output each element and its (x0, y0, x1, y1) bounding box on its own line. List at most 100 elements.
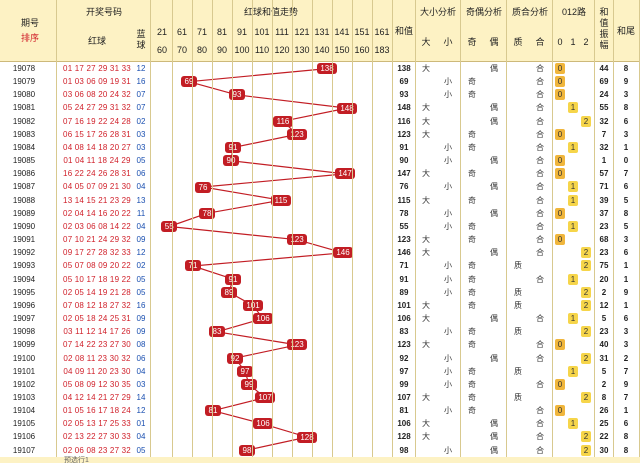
grid-line (392, 0, 393, 457)
table-row[interactable]: 19081 05 24 27 29 31 32 07 148 大 偶 合 1 55 8 (0, 101, 640, 115)
blue-ball: 06 (136, 169, 146, 179)
grid-line (552, 0, 553, 457)
blue-ball: 16 (136, 77, 146, 87)
table-row[interactable]: 19083 06 15 17 26 28 31 03 123 大 奇 合 0 7 3 (0, 127, 640, 141)
range-top-3: 81 (216, 27, 227, 37)
sum-value: 83 (399, 327, 409, 337)
road-mark: 1 (568, 220, 578, 232)
grid-line (460, 0, 461, 457)
amplitude-value: 71 (599, 182, 609, 192)
range-top-11: 161 (374, 27, 390, 37)
amplitude-value: 30 (599, 445, 609, 455)
road-mark: 0 (555, 378, 565, 390)
primecomp-mark: 合 (536, 248, 544, 258)
blue-ball: 03 (136, 129, 146, 139)
even-header: 偶 (489, 37, 499, 47)
table-row[interactable]: 19098 03 11 12 14 17 26 09 83 小 奇 质 2 23 3 (0, 325, 640, 339)
blue-ball: 04 (136, 366, 146, 376)
issue-number: 19105 (12, 419, 36, 429)
table-row[interactable]: 19095 02 05 14 19 21 28 05 89 小 奇 质 2 2 9 (0, 285, 640, 299)
amplitude-value: 20 (599, 274, 609, 284)
table-row[interactable]: 19093 05 07 08 09 20 22 02 71 小 奇 质 2 75 1 (0, 259, 640, 273)
table-row[interactable]: 19104 01 05 16 17 18 24 12 81 小 奇 合 0 26 1 (0, 404, 640, 418)
range-bottom-6: 120 (274, 45, 290, 55)
table-row[interactable]: 19092 09 17 27 28 32 33 12 146 大 偶 合 2 23 6 (0, 246, 640, 260)
sum-tail: 5 (623, 221, 629, 231)
table-row[interactable]: 19080 03 06 08 20 24 32 07 93 小 奇 合 0 24 3 (0, 88, 640, 102)
road-mark: 0 (555, 89, 565, 101)
red-balls: 07 08 12 18 27 32 (63, 300, 131, 310)
table-row[interactable]: 19107 02 06 08 23 27 32 05 98 小 偶 合 2 30 8 (0, 443, 640, 457)
road-mark: 1 (568, 418, 578, 430)
road-mark: 0 (555, 405, 565, 417)
table-row[interactable]: 19087 04 05 07 09 21 30 04 76 小 偶 合 1 71 6 (0, 180, 640, 194)
table-row[interactable]: 19091 07 10 21 24 29 32 09 123 大 奇 合 0 68 3 (0, 233, 640, 247)
oddeven-mark: 偶 (490, 116, 498, 126)
amplitude-value: 2 (601, 379, 607, 389)
table-row[interactable]: 19106 02 13 22 27 30 33 04 128 大偶合 2 22 8 (0, 430, 640, 444)
sum-ball: 78 (199, 207, 215, 219)
oddeven-mark: 偶 (490, 432, 498, 442)
draw-header: 开奖号码 (85, 7, 122, 17)
footer-label[interactable]: 预选行1 (64, 457, 89, 463)
amplitude-value: 32 (599, 142, 609, 152)
table-row[interactable]: 19099 07 14 22 23 27 30 08 123 大 奇 合 0 40 3 (0, 338, 640, 352)
red-balls: 02 05 13 17 25 33 (63, 419, 131, 429)
table-row[interactable]: 19096 07 08 12 18 27 32 16 101 大 奇 质 2 12 1 (0, 298, 640, 312)
blue-ball: 03 (136, 142, 146, 152)
red-balls: 02 03 06 08 14 22 (63, 221, 131, 231)
oddeven-mark: 奇 (468, 327, 476, 337)
table-row[interactable]: 19102 05 08 09 12 30 35 03 99 小 奇 合 0 2 9 (0, 377, 640, 391)
issue-number: 19081 (12, 103, 36, 113)
bigsmall-mark: 小 (444, 274, 452, 284)
road2-header: 2 (583, 37, 589, 47)
sum-tail: 3 (623, 340, 629, 350)
tail-header: 和尾 (616, 25, 635, 36)
oddeven-mark: 奇 (468, 340, 476, 350)
primecomp-mark: 质 (514, 261, 522, 271)
table-row[interactable]: 19090 02 03 06 08 14 22 04 55 小 奇 合 1 23 5 (0, 219, 640, 233)
table-row[interactable]: 19097 02 05 18 24 25 31 09 106 大 偶 合 1 5 6 (0, 312, 640, 326)
oddeven-mark: 奇 (468, 221, 476, 231)
table-row[interactable]: 19089 02 04 14 16 20 22 11 78 小 偶 合 0 37 8 (0, 206, 640, 220)
red-balls: 01 04 11 18 24 29 (63, 156, 131, 166)
table-row[interactable]: 19100 02 08 11 23 30 32 06 92 小 偶 合 2 31 2 (0, 351, 640, 365)
primecomp-mark: 合 (536, 77, 544, 87)
bigsmall-mark: 大 (422, 169, 430, 179)
sum-tail: 2 (623, 353, 629, 363)
red-balls: 02 04 14 16 20 22 (63, 208, 131, 218)
bigsmall-mark: 大 (422, 64, 430, 73)
table-row[interactable]: 19079 01 03 06 09 19 31 16 69 小 奇 合 0 69 9 (0, 75, 640, 89)
amplitude-value: 57 (599, 169, 609, 179)
sum-ball: 98 (239, 444, 255, 456)
blue-ball: 03 (136, 379, 146, 389)
oddeven-mark: 奇 (468, 90, 476, 100)
table-row[interactable]: 19101 04 09 11 20 23 30 04 97 小 奇 质 1 5 7 (0, 364, 640, 378)
blue-ball: 05 (136, 445, 146, 455)
sum-tail: 6 (623, 314, 629, 324)
table-row[interactable]: 19085 01 04 11 18 24 29 05 90 小 偶 合 0 1 0 (0, 154, 640, 168)
table-row[interactable]: 19103 04 12 14 21 27 29 14 107 大 奇 质 2 8 7 (0, 391, 640, 404)
oddeven-mark: 奇 (468, 77, 476, 87)
sum-tail: 1 (623, 261, 629, 271)
road-mark: 2 (581, 326, 591, 338)
table-row[interactable]: 19084 04 08 14 18 20 27 03 91 小 奇 合 1 32 1 (0, 140, 640, 154)
issue-number: 19100 (12, 353, 36, 363)
sum-value: 98 (399, 445, 409, 455)
sum-ball: 146 (333, 247, 353, 259)
table-row[interactable]: 19094 05 10 17 18 19 22 05 91 小 奇 合 1 20 1 (0, 272, 640, 286)
road-mark: 0 (555, 76, 565, 88)
sum-tail: 9 (623, 379, 629, 389)
amplitude-value: 31 (599, 353, 609, 363)
table-row[interactable]: 19105 02 05 13 17 25 33 01 106 大 偶 合 1 25 6 (0, 417, 640, 431)
sort-link[interactable]: 排序 (20, 33, 39, 43)
blue-ball: 09 (136, 314, 146, 324)
road-mark: 2 (581, 299, 591, 311)
table-row[interactable]: 19088 13 14 15 21 23 29 13 115 大 奇 合 1 39 5 (0, 193, 640, 207)
table-row[interactable]: 19086 16 22 24 26 28 31 06 147 大 奇 合 0 57 7 (0, 167, 640, 181)
table-row[interactable]: 19082 07 16 19 22 24 28 02 116 大 偶 合 2 32 6 (0, 114, 640, 128)
amplitude-value: 1 (601, 156, 607, 166)
sum-ball: 89 (221, 286, 237, 298)
sum-ball: 93 (229, 89, 245, 101)
range-bottom-8: 140 (314, 45, 330, 55)
